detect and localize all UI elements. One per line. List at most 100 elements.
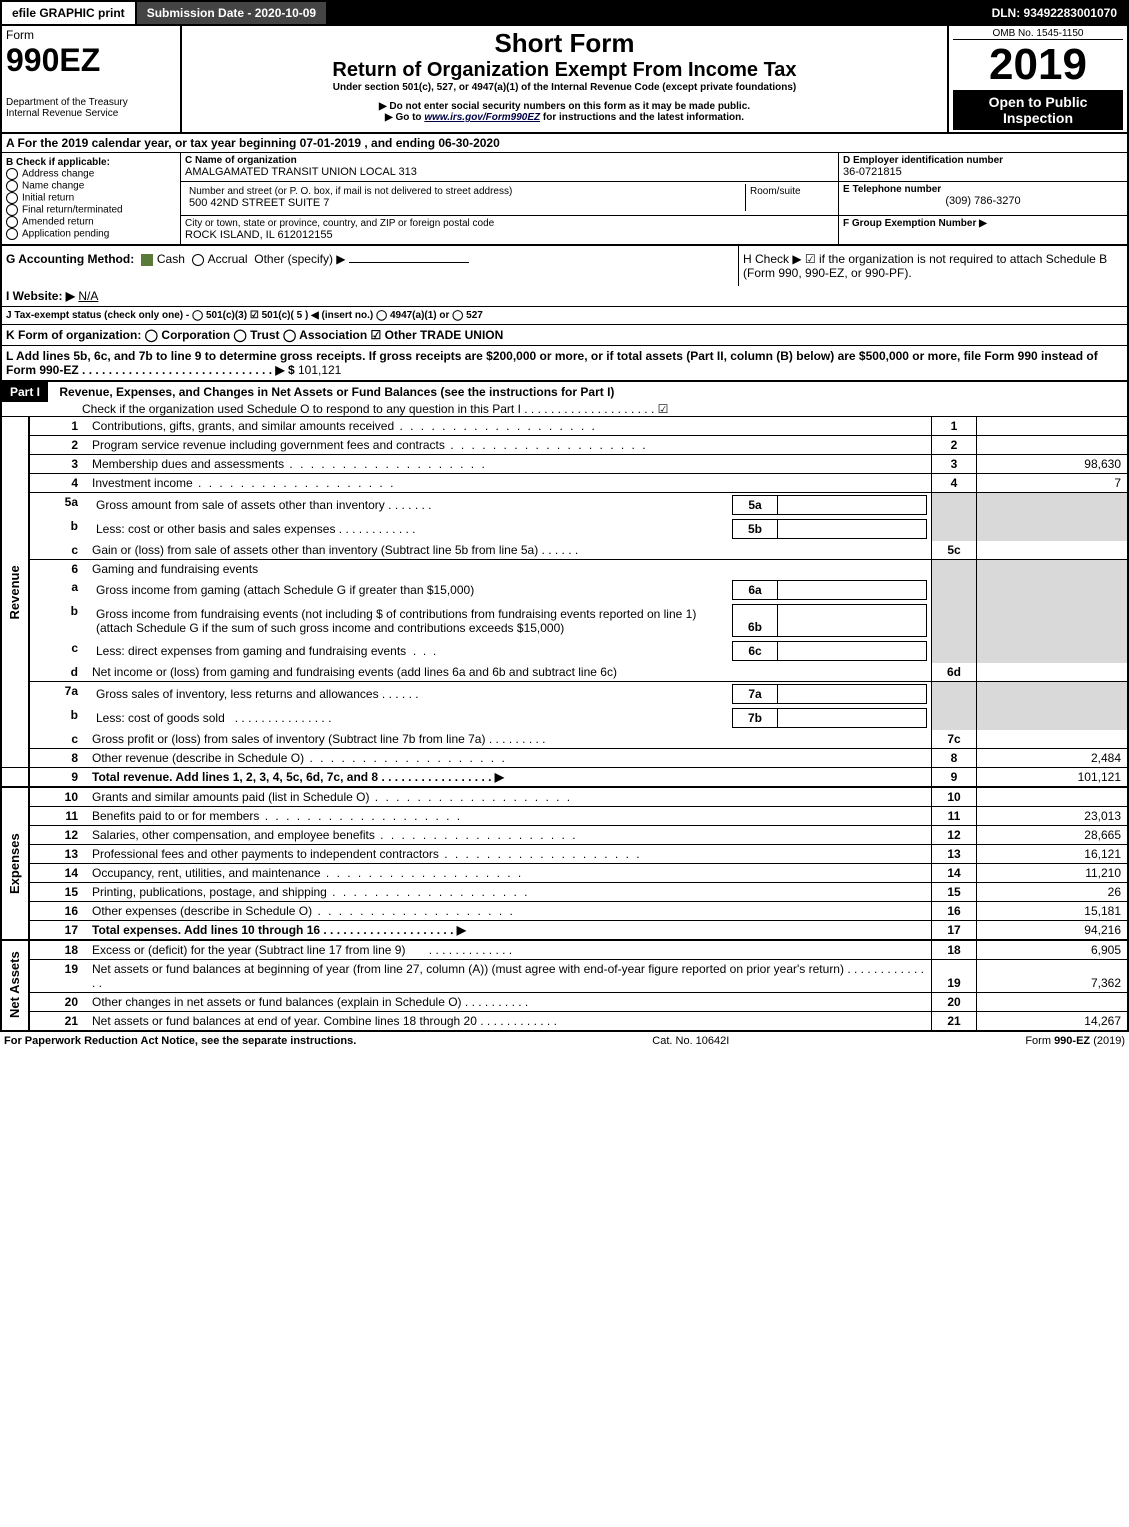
ln3-a: 98,630 (977, 455, 1128, 474)
street: 500 42ND STREET SUITE 7 (189, 197, 741, 209)
chk-initial[interactable]: Initial return (22, 193, 74, 204)
lines-table: Revenue 1 Contributions, gifts, grants, … (2, 417, 1127, 1030)
return-title: Return of Organization Exempt From Incom… (186, 59, 943, 82)
ln6a-n: a (29, 578, 86, 602)
part1-label: Part I (2, 382, 48, 402)
ln7a-d: Gross sales of inventory, less returns a… (96, 687, 379, 701)
ln4-n: 4 (29, 474, 86, 493)
footer-right: Form 990-EZ (2019) (1025, 1035, 1125, 1047)
g-other[interactable]: Other (specify) ▶ (254, 252, 345, 266)
ln1-a (977, 417, 1128, 436)
ln15-d: Printing, publications, postage, and shi… (92, 885, 327, 899)
chk-final[interactable]: Final return/terminated (22, 205, 123, 216)
ln6-n: 6 (29, 560, 86, 579)
ln19-n: 19 (29, 960, 86, 993)
ln17-n: 17 (29, 921, 86, 941)
ln13-a: 16,121 (977, 845, 1128, 864)
ln7c-n: c (29, 730, 86, 749)
irs-label: Internal Revenue Service (6, 108, 176, 119)
ln6a-amt (778, 581, 927, 600)
ln8-d: Other revenue (describe in Schedule O) (92, 751, 304, 765)
ln10-n: 10 (29, 787, 86, 807)
ln5c-n: c (29, 541, 86, 560)
ln6a-box: 6a (733, 581, 778, 600)
box-b: B Check if applicable: Address change Na… (2, 153, 181, 244)
ln2-a (977, 436, 1128, 455)
ln1-n: 1 (29, 417, 86, 436)
ln7c-d: Gross profit or (loss) from sales of inv… (92, 732, 485, 746)
tax-year: 2019 (953, 40, 1123, 90)
chk-amended[interactable]: Amended return (22, 217, 94, 228)
footer: For Paperwork Reduction Act Notice, see … (0, 1032, 1129, 1050)
ln5b-box: 5b (733, 520, 778, 539)
label-ein: D Employer identification number (843, 155, 1123, 166)
ln5a-box: 5a (733, 496, 778, 515)
chk-address[interactable]: Address change (22, 169, 94, 180)
ln16-n: 16 (29, 902, 86, 921)
ln5c-rn: 5c (932, 541, 977, 560)
footer-mid: Cat. No. 10642I (652, 1035, 729, 1047)
chk-name[interactable]: Name change (22, 181, 84, 192)
ln2-d: Program service revenue including govern… (92, 438, 445, 452)
ln6b-n: b (29, 602, 86, 639)
ln14-n: 14 (29, 864, 86, 883)
goto-note: ▶ Go to www.irs.gov/Form990EZ for instru… (186, 112, 943, 123)
ln5b-n: b (29, 517, 86, 541)
ln17-rn: 17 (932, 921, 977, 941)
ln11-n: 11 (29, 807, 86, 826)
ln21-a: 14,267 (977, 1012, 1128, 1031)
top-bar: efile GRAPHIC print Submission Date - 20… (0, 0, 1129, 26)
ln15-rn: 15 (932, 883, 977, 902)
part1-title: Revenue, Expenses, and Changes in Net As… (51, 385, 614, 399)
section-a-taxyear: A For the 2019 calendar year, or tax yea… (1, 133, 1128, 153)
ln5c-d: Gain or (loss) from sale of assets other… (92, 543, 538, 557)
website: N/A (78, 289, 98, 303)
city: ROCK ISLAND, IL 612012155 (185, 229, 834, 241)
ln5a-n: 5a (29, 493, 86, 518)
label-room: Room/suite (746, 184, 835, 211)
ssn-note: ▶ Do not enter social security numbers o… (186, 101, 943, 112)
label-street: Number and street (or P. O. box, if mail… (189, 186, 741, 197)
ln20-d: Other changes in net assets or fund bala… (92, 995, 462, 1009)
vlabel-netassets: Net Assets (2, 940, 29, 1030)
ln18-n: 18 (29, 940, 86, 960)
efile-print-button[interactable]: efile GRAPHIC print (2, 2, 137, 24)
ln6c-box: 6c (733, 642, 778, 661)
row-j: J Tax-exempt status (check only one) - ◯… (1, 307, 1128, 325)
ln12-n: 12 (29, 826, 86, 845)
ln12-a: 28,665 (977, 826, 1128, 845)
subtitle: Under section 501(c), 527, or 4947(a)(1)… (186, 82, 943, 93)
ln3-d: Membership dues and assessments (92, 457, 284, 471)
irs-link[interactable]: www.irs.gov/Form990EZ (424, 112, 540, 123)
g-accrual[interactable]: Accrual (208, 252, 248, 266)
ln6d-d: Net income or (loss) from gaming and fun… (86, 663, 932, 682)
ln4-rn: 4 (932, 474, 977, 493)
ln9-rn: 9 (932, 768, 977, 788)
ln7b-box: 7b (733, 709, 778, 728)
ln7c-rn: 7c (932, 730, 977, 749)
ln4-d: Investment income (92, 476, 193, 490)
ln7a-n: 7a (29, 682, 86, 707)
ln21-d: Net assets or fund balances at end of ye… (92, 1014, 477, 1028)
form-990ez: Form 990EZ Department of the Treasury In… (0, 26, 1129, 1032)
ln2-n: 2 (29, 436, 86, 455)
form-word: Form (6, 28, 176, 42)
chk-pending[interactable]: Application pending (22, 229, 109, 240)
ln8-a: 2,484 (977, 749, 1128, 768)
ln12-d: Salaries, other compensation, and employ… (92, 828, 375, 842)
ln5a-amt (778, 496, 927, 515)
ln20-n: 20 (29, 993, 86, 1012)
ln11-a: 23,013 (977, 807, 1128, 826)
ln13-rn: 13 (932, 845, 977, 864)
ln19-rn: 19 (932, 960, 977, 993)
row-h: H Check ▶ ☑ if the organization is not r… (739, 246, 1128, 286)
vlabel-expenses: Expenses (2, 787, 29, 940)
ln4-a: 7 (977, 474, 1128, 493)
goto-suffix: for instructions and the latest informat… (543, 112, 744, 123)
label-city: City or town, state or province, country… (185, 218, 834, 229)
g-cash[interactable]: Cash (157, 252, 185, 266)
ln16-a: 15,181 (977, 902, 1128, 921)
ln6b-box: 6b (733, 605, 778, 637)
row-l-amount: 101,121 (298, 363, 341, 377)
ln5b-amt (778, 520, 927, 539)
